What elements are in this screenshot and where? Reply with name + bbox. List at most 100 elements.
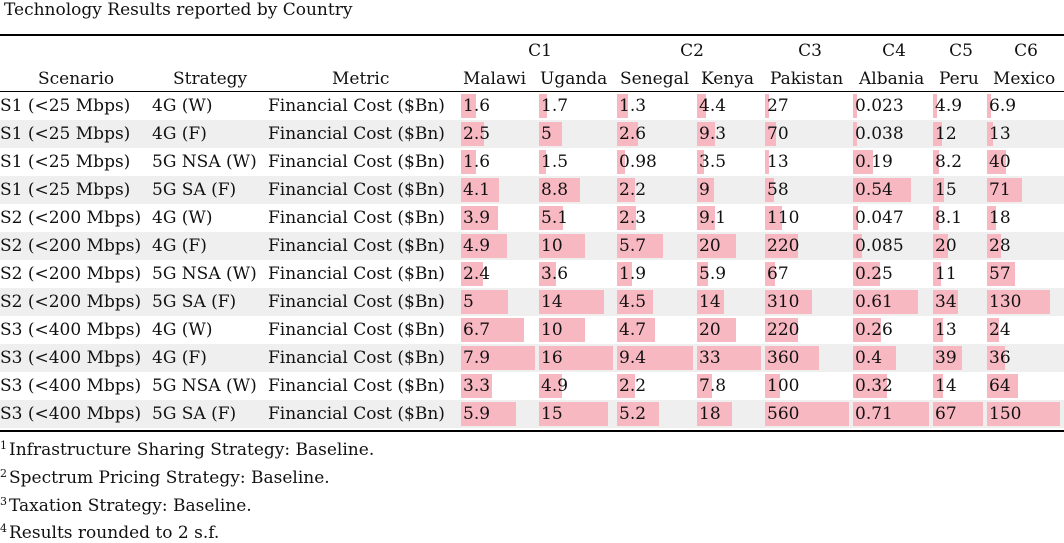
value-bar [987, 402, 1060, 426]
cell-scenario: S3 (<400 Mbps) [0, 376, 142, 396]
value-text: 67 [767, 264, 789, 284]
cell-value: 4.9 [933, 92, 987, 120]
cell-scenario: S1 (<25 Mbps) [0, 120, 152, 148]
value-bar [933, 234, 948, 258]
cell-value: 9.4 [617, 344, 697, 372]
cell-value: 9 [697, 176, 765, 204]
cell-value: 2.2 [617, 372, 697, 400]
cell-strategy: 4G (F) [152, 120, 268, 148]
value-bar [853, 290, 918, 314]
cell-value: 67 [765, 260, 853, 288]
cell-strategy: 4G (F) [152, 344, 268, 372]
cell-strategy: 5G NSA (W) [152, 152, 257, 172]
value-bar [697, 122, 715, 146]
value-bar [539, 262, 556, 286]
value-bar [461, 122, 484, 146]
value-bar [539, 178, 580, 202]
value-text: 8.8 [541, 180, 569, 200]
value-text: 15 [541, 404, 563, 424]
value-bar [461, 374, 492, 398]
cell-value: 4.4 [697, 92, 765, 120]
header-country: Albania [859, 69, 925, 89]
value-bar [617, 318, 655, 342]
table-caption: Technology Results reported by Country [4, 0, 353, 20]
value-bar [697, 150, 704, 174]
value-bar [461, 402, 516, 426]
value-text: 360 [767, 348, 800, 368]
value-bar [765, 374, 780, 398]
cell-value: 39 [933, 344, 987, 372]
footnote-marker: 3 [0, 495, 7, 508]
cell-value: 7.9 [461, 344, 539, 372]
cell-value: 64 [987, 372, 1064, 400]
cell-value: 20 [697, 316, 765, 344]
value-text: 9.1 [699, 208, 727, 228]
value-text: 15 [935, 180, 957, 200]
value-text: 9.3 [699, 124, 727, 144]
table-row: S2 (<200 Mbps) 4G (W) Financial Cost ($Bn)… [0, 204, 1064, 232]
value-text: 71 [989, 180, 1011, 200]
cell-value: 27 [765, 92, 853, 120]
cell-value: 5.9 [461, 400, 539, 428]
cell-value: 8.2 [933, 148, 987, 176]
value-text: 7.8 [699, 376, 727, 396]
group-header-c5: C5 [949, 41, 973, 61]
value-bar [933, 94, 937, 118]
cell-value: 13 [933, 316, 987, 344]
table-row: S2 (<200 Mbps) 4G (F) Financial Cost ($Bn)… [0, 232, 1064, 260]
cell-value: 5 [539, 120, 617, 148]
cell-metric: Financial Cost ($Bn) [268, 344, 461, 372]
value-bar [933, 290, 958, 314]
value-bar [765, 178, 774, 202]
value-text: 9.4 [619, 348, 647, 368]
value-text: 100 [767, 376, 800, 396]
cell-value: 34 [933, 288, 987, 316]
value-bar [539, 318, 585, 342]
cell-value: 2.3 [617, 204, 697, 232]
cell-value: 0.54 [853, 176, 933, 204]
value-text: 11 [935, 264, 957, 284]
cell-value: 5.1 [539, 204, 617, 232]
cell-value: 0.19 [853, 148, 933, 176]
value-bar [987, 150, 1006, 174]
value-text: 70 [767, 124, 789, 144]
value-text: 39 [935, 348, 957, 368]
cell-value: 0.25 [853, 260, 933, 288]
value-bar [539, 150, 546, 174]
value-bar [987, 234, 1001, 258]
value-text: 220 [767, 320, 800, 340]
value-text: 33 [699, 348, 721, 368]
header-country: Uganda [540, 69, 608, 89]
cell-metric: Financial Cost ($Bn) [268, 208, 445, 228]
value-text: 5.9 [699, 264, 727, 284]
value-text: 4.7 [619, 320, 647, 340]
value-bar [933, 262, 941, 286]
cell-value: 40 [987, 148, 1064, 176]
cell-value: 24 [987, 316, 1064, 344]
cell-metric: Financial Cost ($Bn) [268, 264, 445, 284]
value-text: 20 [699, 320, 721, 340]
cell-value: 3.6 [539, 260, 617, 288]
value-bar [933, 150, 939, 174]
cell-scenario: S1 (<25 Mbps) [0, 152, 131, 172]
value-text: 0.25 [855, 264, 893, 284]
value-bar [617, 206, 636, 230]
cell-value: 1.9 [617, 260, 697, 288]
cell-value: 20 [697, 232, 765, 260]
value-text: 0.19 [855, 152, 893, 172]
value-text: 27 [767, 96, 789, 116]
cell-value: 9.3 [697, 120, 765, 148]
value-bar [987, 178, 1022, 202]
cell-strategy: 5G NSA (W) [152, 264, 257, 284]
value-text: 57 [989, 264, 1011, 284]
value-bar [853, 318, 881, 342]
footnote: 1 Infrastructure Sharing Strategy: Baseli… [0, 436, 374, 460]
cell-value: 70 [765, 120, 853, 148]
cell-value: 4.1 [461, 176, 539, 204]
value-text: 7.9 [463, 348, 491, 368]
value-bar [765, 290, 812, 314]
cell-value: 310 [765, 288, 853, 316]
value-text: 14 [935, 376, 957, 396]
value-bar [933, 318, 943, 342]
value-text: 1.3 [619, 96, 647, 116]
